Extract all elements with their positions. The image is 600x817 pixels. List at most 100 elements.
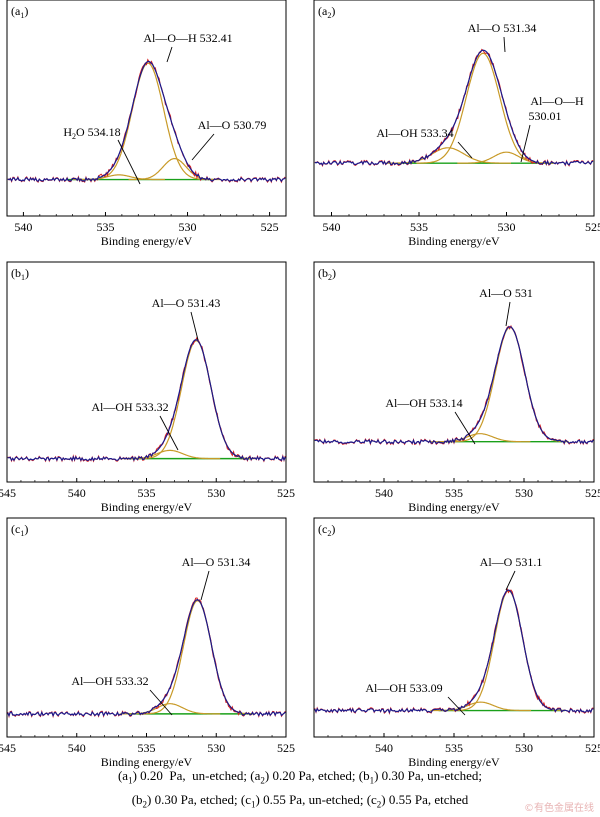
x-tick-label: 525 [585,486,600,500]
peak-annotation: Al—O 531.1 [480,555,543,569]
peak-annotation: Al—OH 533.34 [376,126,453,140]
panel-4: 540 535 530 525 Binding energy/eV (b2) Al—O 53… [313,261,600,514]
caption-text: (b [131,792,143,807]
x-tick-label: 540 [375,486,393,500]
caption-subscript: 1 [251,799,256,810]
x-tick-label: 525 [261,220,279,234]
annotation-leader-line [166,46,173,63]
x-tick-label: 535 [96,220,114,234]
panel-label: (b2) [318,266,336,282]
raw-spectrum-line [314,587,594,716]
annotation-leader-line [505,570,516,591]
raw-spectrum-line [7,597,286,719]
fitted-envelope-line [314,589,594,714]
x-tick-label: 530 [207,486,225,500]
caption-subscript: 1 [128,775,133,786]
peak-annotation: Al—O—H [530,94,584,108]
caption-subscript: 2 [142,799,148,810]
fitted-envelope-line [7,599,286,718]
panel-label: (c2) [318,522,335,538]
annotation-leader-line [457,141,473,159]
fitted-component-peak [416,52,550,164]
fitted-component-peak [430,701,532,712]
plot-frame [313,517,595,738]
watermark: ©有色金属在线 [524,803,594,814]
caption-text: ) 0.20 Pa, etched; (b [264,768,370,783]
x-tick-label: 535 [445,741,463,755]
caption-subscript: 1 [369,775,375,786]
annotation-leader-line [520,124,531,163]
annotation-leader-line [191,133,215,161]
x-tick-label: 545 [0,741,16,755]
panel-2: 540 535 530 525 Binding energy/eV (a2) Al—O 53… [313,0,600,248]
caption-text: ) 0.30 Pa, etched; (c [147,792,251,807]
x-tick-label: 545 [0,486,16,500]
plot-frame [6,517,287,738]
plot-frame [313,0,595,217]
fitted-component-peak [452,590,565,712]
x-axis-label: Binding energy/eV [101,755,193,769]
peak-annotation: Al—OH 533.09 [365,681,442,695]
panel-label: (a2) [318,4,335,20]
x-tick-label: 540 [375,741,393,755]
panel-label: (a1) [11,4,28,20]
peak-annotation: Al—O 531.34 [468,21,537,35]
figure-caption-line-2: (b2) 0.30 Pa, etched; (c1) 0.55 Pa, un-e… [0,792,600,810]
annotation-leader-line [200,570,210,601]
panel-1: 540 535 530 525 Binding energy/eV (a1) Al—O—H … [6,0,287,248]
peak-annotation: Al—O 531.43 [152,296,221,310]
annotation-leader-line [447,696,466,716]
x-axis-label: Binding energy/eV [101,234,193,248]
caption-text: ) 0.55 Pa, un-etched; (c [255,792,377,807]
peak-annotation: Al—O 531.34 [182,555,251,569]
fitted-envelope-line [7,339,286,462]
panel-label: (c1) [11,522,28,538]
panel-6: 540 535 530 525 Binding energy/eV (c2) Al—O 53… [313,517,600,769]
fitted-component-peak [141,600,254,715]
x-tick-label: 525 [585,741,600,755]
x-tick-label: 535 [138,741,156,755]
peak-annotation: Al—OH 533.32 [91,400,168,414]
peak-annotation: 530.01 [529,109,562,123]
fitted-component-peak [85,62,211,181]
plot-frame [6,0,287,217]
caption-text: (a [117,768,129,783]
peak-annotation: Al—O 530.79 [198,118,267,132]
x-tick-label: 525 [277,486,295,500]
peak-annotation: Al—OH 533.14 [385,396,462,410]
annotation-leader-line [505,301,511,327]
peak-annotation: Al—O—H 532.41 [143,31,232,45]
annotation-leader-line [149,689,173,716]
annotation-leader-line [454,411,476,445]
x-tick-label: 530 [515,486,533,500]
x-tick-label: 530 [498,220,516,234]
x-tick-label: 525 [277,741,295,755]
x-tick-label: 530 [179,220,197,234]
caption-text: ) 0.30 Pa, un-etched; [374,768,483,783]
x-tick-label: 530 [515,741,533,755]
x-tick-label: 525 [585,220,600,234]
x-axis-label: Binding energy/eV [408,234,500,248]
x-axis-label: Binding energy/eV [408,500,500,514]
fitted-component-peak [429,433,531,443]
x-tick-label: 540 [323,220,341,234]
annotation-leader-line [503,36,506,53]
raw-spectrum-line [314,324,594,446]
fitted-component-peak [385,147,511,164]
x-tick-label: 535 [445,486,463,500]
peak-annotation: Al—O 531 [479,286,533,300]
x-tick-label: 540 [68,486,86,500]
x-tick-label: 535 [138,486,156,500]
caption-subscript: 2 [376,799,382,810]
fitted-envelope-line [314,326,594,445]
plot-frame [313,261,595,483]
peak-annotation: Al—OH 533.32 [71,674,148,688]
figure-caption-line-1: (a1) 0.20 Pa, un-etched; (a2) 0.20 Pa, e… [0,768,600,786]
panel-3: 545 540 535 530 525 Binding energy/eV (b1) Al—O… [0,261,295,514]
x-tick-label: 540 [68,741,86,755]
peak-annotation: H2O 534.18 [63,125,120,141]
x-axis-label: Binding energy/eV [408,755,500,769]
panel-5: 545 540 535 530 525 Binding energy/eV (c1) Al—O… [0,517,295,769]
caption-text: ) 0.20 Pa, un-etched; (a [132,768,261,783]
